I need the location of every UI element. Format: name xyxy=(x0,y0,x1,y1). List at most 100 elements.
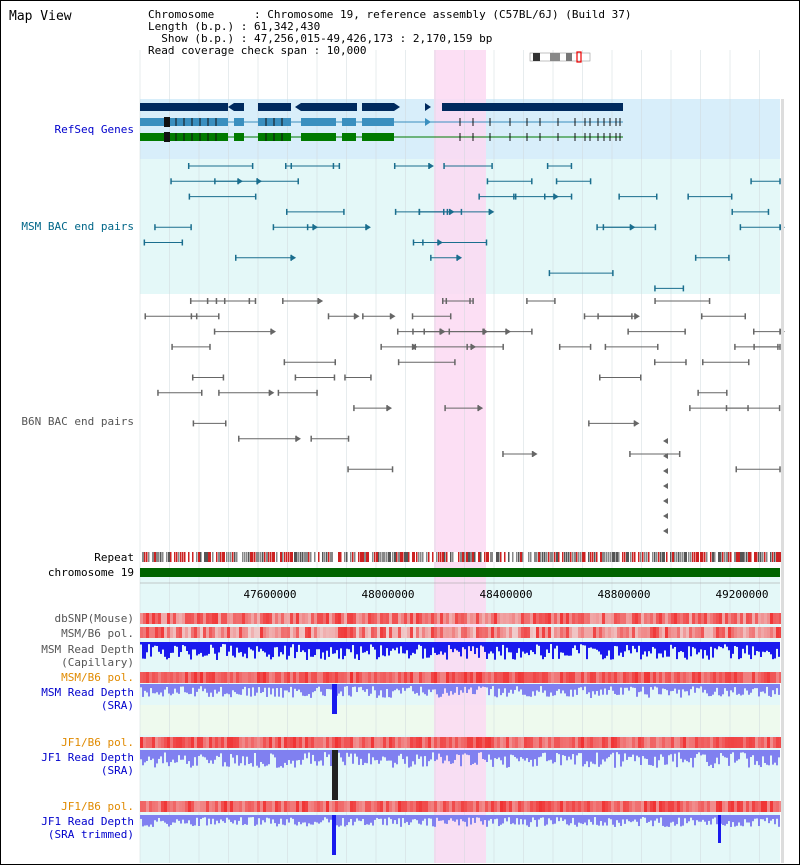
msm-b6-pol2-heat-track[interactable] xyxy=(140,672,782,683)
heat-cell xyxy=(683,627,686,638)
refseq-genes-track[interactable] xyxy=(140,103,623,142)
heat-cell xyxy=(557,672,560,683)
heat-cell xyxy=(233,613,236,624)
depth-bar xyxy=(442,815,444,821)
gene-block[interactable] xyxy=(342,118,356,126)
gene-block[interactable] xyxy=(301,103,357,111)
heat-cell xyxy=(314,672,317,683)
gene-exon xyxy=(164,132,170,142)
heat-cell xyxy=(311,613,314,624)
depth-bar xyxy=(260,815,262,825)
heat-cell xyxy=(731,627,734,638)
depth-bar xyxy=(410,815,412,823)
heat-cell xyxy=(722,627,725,638)
repeat-segment xyxy=(180,552,182,562)
depth-bar xyxy=(550,750,552,760)
heat-cell xyxy=(446,737,449,748)
depth-bar xyxy=(700,815,702,822)
depth-bar xyxy=(596,750,598,753)
heat-cell xyxy=(671,627,674,638)
repeat-track[interactable] xyxy=(140,552,781,562)
repeat-segment xyxy=(440,552,442,562)
gene-block[interactable] xyxy=(234,103,244,111)
gene-block[interactable] xyxy=(362,133,394,141)
heat-cell xyxy=(740,801,743,812)
gene-block[interactable] xyxy=(362,118,394,126)
gene-block[interactable] xyxy=(234,118,244,126)
gene-block[interactable] xyxy=(342,133,356,141)
repeat-segment xyxy=(616,552,619,562)
b6n-bac-track[interactable] xyxy=(144,298,785,534)
heat-cell xyxy=(296,672,299,683)
msm-read-depth-capillary-track[interactable] xyxy=(140,642,780,660)
msm-bac-label[interactable]: MSM BAC end pairs xyxy=(21,220,134,233)
heat-cell xyxy=(173,737,176,748)
depth-bar xyxy=(760,815,762,820)
right-scrollbar[interactable] xyxy=(781,99,784,863)
depth-bar xyxy=(338,684,340,694)
heat-cell xyxy=(764,613,767,624)
jf1-b6-pol-heat-track[interactable] xyxy=(140,737,782,748)
repeat-segment xyxy=(346,552,348,562)
heat-cell xyxy=(269,627,272,638)
heat-cell xyxy=(575,613,578,624)
gene-block[interactable] xyxy=(258,103,291,111)
dbsnp-heat-track[interactable] xyxy=(140,613,782,624)
depth-bar xyxy=(598,750,600,767)
msm-b6-pol-heat-track[interactable] xyxy=(140,627,782,638)
repeat-segment xyxy=(418,552,420,562)
heat-cell xyxy=(560,672,563,683)
heat-cell xyxy=(275,613,278,624)
depth-bar xyxy=(314,642,316,656)
highlight-region[interactable] xyxy=(434,50,486,863)
depth-bar xyxy=(406,642,408,651)
repeat-segment xyxy=(284,552,286,562)
depth-bar xyxy=(690,684,692,690)
depth-bar xyxy=(430,684,432,693)
depth-bar xyxy=(168,750,170,767)
heat-cell xyxy=(143,613,146,624)
heat-cell xyxy=(638,672,641,683)
refseq-genes-label[interactable]: RefSeq Genes xyxy=(54,123,134,136)
heat-cell xyxy=(650,801,653,812)
msm-bac-track[interactable] xyxy=(143,163,785,292)
jf1-read-depth-trimmed-track[interactable] xyxy=(140,815,780,855)
depth-bar xyxy=(512,750,514,756)
depth-bar xyxy=(592,684,594,692)
depth-bar xyxy=(234,642,236,658)
msm-read-depth-sra-track[interactable] xyxy=(140,684,780,714)
depth-bar xyxy=(324,750,326,753)
msm-depth-sra-label-2: (SRA) xyxy=(100,699,134,712)
gene-block[interactable] xyxy=(301,133,336,141)
gene-block[interactable] xyxy=(140,103,228,111)
chromosome-bar[interactable] xyxy=(140,568,780,577)
heat-cell xyxy=(296,737,299,748)
depth-bar xyxy=(756,684,758,689)
depth-bar xyxy=(240,642,242,653)
heat-cell xyxy=(260,672,263,683)
heat-cell xyxy=(638,737,641,748)
heat-cell xyxy=(668,672,671,683)
depth-bar xyxy=(688,642,690,647)
heat-cell xyxy=(413,627,416,638)
repeat-segment xyxy=(468,552,471,562)
heat-cell xyxy=(569,737,572,748)
depth-bar xyxy=(672,642,674,649)
gene-block[interactable] xyxy=(301,118,336,126)
gene-block[interactable] xyxy=(362,103,394,111)
heat-cell xyxy=(311,737,314,748)
heat-cell xyxy=(188,613,191,624)
repeat-segment xyxy=(374,552,376,562)
b6n-bac-label[interactable]: B6N BAC end pairs xyxy=(21,415,134,428)
depth-bar xyxy=(714,750,716,764)
jf1-read-depth-sra-track[interactable] xyxy=(140,750,780,800)
gene-block[interactable] xyxy=(234,133,244,141)
depth-bar xyxy=(652,684,654,690)
depth-bar xyxy=(170,815,172,825)
jf1-b6-pol2-heat-track[interactable] xyxy=(140,801,782,812)
chromosome-ideogram[interactable] xyxy=(529,51,591,63)
gene-block[interactable] xyxy=(442,103,623,111)
repeat-segment xyxy=(338,552,341,562)
depth-bar xyxy=(448,684,450,696)
